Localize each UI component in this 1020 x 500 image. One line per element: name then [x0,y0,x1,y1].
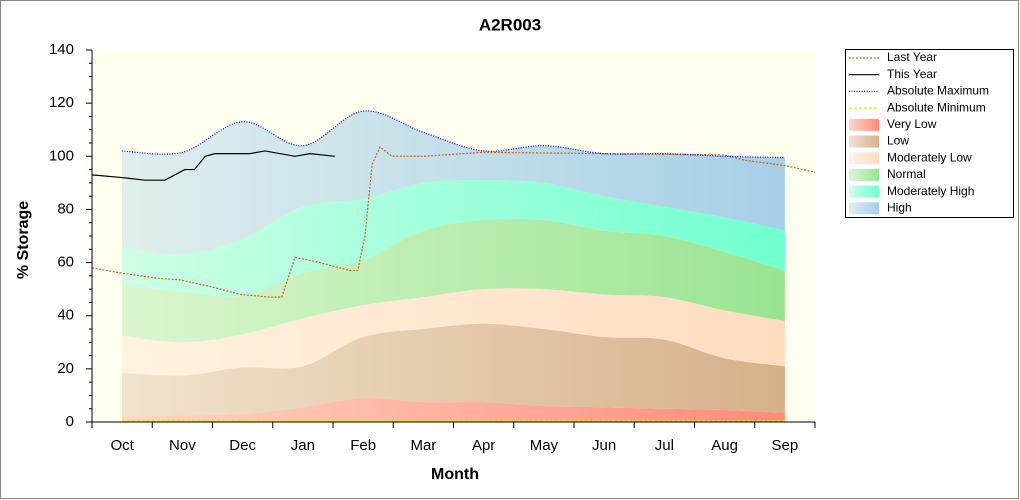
y-tick-label: 40 [57,307,74,324]
legend-label: Moderately High [887,184,974,198]
x-tick-label: Feb [350,437,376,454]
band-area [122,323,785,417]
band-area [122,397,785,422]
y-axis-label: % Storage [15,201,32,279]
y-tick-label: 80 [57,200,74,217]
x-tick-label: Jan [291,437,315,454]
band-area [122,180,785,297]
y-tick-label: 20 [57,360,74,377]
x-tick-label: May [530,437,559,454]
band-area [122,288,785,376]
legend-label: Moderately Low [887,150,972,164]
line [122,110,785,159]
x-tick-label: Jun [592,437,616,454]
x-tick-label: Sep [772,437,799,454]
line [91,146,816,298]
legend-symbol [849,135,879,148]
legend-label: Normal [887,167,926,181]
x-tick-label: Aug [711,437,738,454]
legend-label: Absolute Minimum [887,100,986,114]
band-area [122,218,785,343]
legend-symbol [849,118,879,131]
x-tick-label: Dec [229,437,256,454]
legend-symbol [849,202,879,215]
legend-symbol [849,152,879,165]
legend-label: Low [887,134,909,148]
chart-title: A2R003 [479,15,541,34]
x-tick-label: Apr [472,437,495,454]
y-tick-label: 140 [49,41,74,58]
x-tick-label: Mar [410,437,436,454]
legend-label: Last Year [887,50,937,64]
y-tick-label: 0 [66,413,74,430]
legend-symbol [849,168,879,181]
y-tick-label: 120 [49,94,74,111]
y-tick-label: 100 [49,147,74,164]
x-tick-label: Jul [655,437,674,454]
x-tick-label: Nov [169,437,196,454]
line [91,150,335,181]
legend-label: High [887,200,912,214]
x-axis-label: Month [431,466,479,483]
y-tick-label: 60 [57,254,74,271]
x-tick-label: Oct [110,437,134,454]
legend-label: Absolute Maximum [887,84,989,98]
legend-label: Very Low [887,117,937,131]
band-area [122,110,785,255]
legend-label: This Year [887,67,937,81]
legend-symbol [849,185,879,198]
